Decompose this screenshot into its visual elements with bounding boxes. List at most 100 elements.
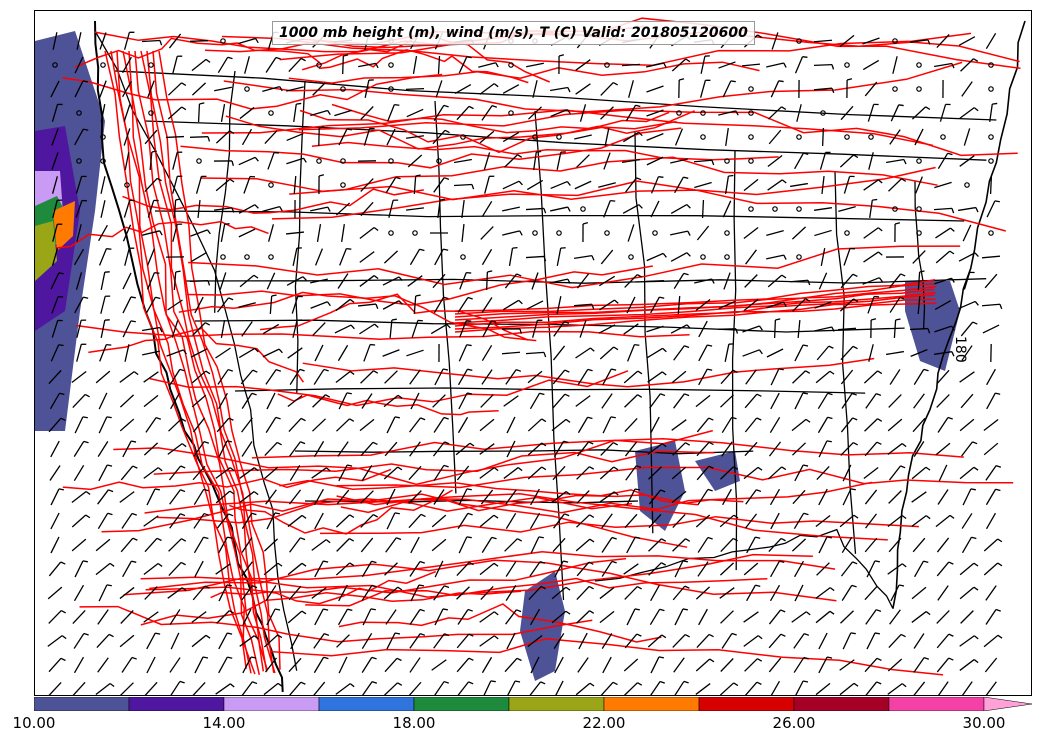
wind-barb	[888, 273, 906, 289]
wind-barb	[47, 586, 63, 600]
wind-barb	[75, 175, 87, 194]
height-contour	[454, 288, 935, 321]
wind-barb	[863, 467, 879, 479]
wind-barb	[744, 417, 762, 433]
wind-barb	[267, 151, 280, 170]
wind-barb	[768, 633, 786, 649]
wind-barb	[95, 370, 111, 384]
wind-barb	[100, 319, 110, 338]
wind-barb	[768, 537, 786, 553]
wind-barb	[598, 275, 616, 287]
wind-barb	[624, 441, 638, 457]
wind-barb	[959, 466, 979, 480]
wind-barb	[124, 152, 130, 170]
wind-barb	[815, 514, 831, 528]
height-contour	[320, 515, 919, 535]
wind-barb	[193, 536, 209, 554]
wind-barb	[410, 536, 420, 554]
wind-barb	[887, 514, 907, 528]
wind-barb	[889, 369, 901, 385]
wind-barb	[839, 514, 859, 528]
wind-barb	[481, 104, 498, 121]
wind-barb	[673, 345, 690, 361]
wind-barb	[123, 31, 135, 50]
wind-barb	[648, 513, 662, 529]
wind-barb	[888, 490, 902, 504]
wind-barb	[194, 656, 209, 674]
wind-barb	[818, 488, 828, 506]
wind-barb	[192, 585, 210, 601]
wind-barb	[695, 394, 711, 408]
height-contour	[279, 17, 1021, 70]
wind-barb	[318, 174, 325, 195]
wind-barb	[262, 348, 283, 358]
wind-barb	[98, 464, 113, 482]
wind-barb	[698, 344, 713, 362]
wind-barb	[817, 392, 833, 410]
calm-wind-marker	[124, 182, 130, 188]
wind-barb	[124, 344, 130, 362]
wind-barb	[693, 159, 715, 166]
wind-barb	[887, 683, 907, 695]
wind-barb	[382, 300, 403, 310]
wind-barb	[76, 224, 82, 242]
wind-barb	[551, 586, 571, 600]
wind-barb	[265, 416, 281, 433]
wind-barb	[386, 416, 400, 434]
wind-barb	[625, 104, 641, 122]
wind-barb	[576, 273, 590, 289]
wind-barb	[649, 608, 665, 626]
wind-barb	[551, 610, 571, 624]
wind-barb	[215, 563, 231, 575]
wind-barb	[933, 207, 955, 214]
wind-barb	[432, 394, 446, 408]
wind-barb	[264, 129, 278, 145]
calm-wind-marker	[796, 38, 802, 44]
wind-barb	[697, 488, 713, 505]
wind-barb	[169, 513, 186, 529]
wind-barb	[864, 585, 878, 601]
wind-barb	[239, 467, 259, 479]
calm-wind-marker	[700, 134, 706, 140]
wind-barb	[743, 466, 763, 480]
wind-barb	[718, 61, 736, 69]
wind-barb	[913, 393, 925, 409]
wind-barb	[695, 683, 711, 695]
wind-barb	[238, 302, 256, 308]
wind-barb	[167, 299, 183, 311]
wind-barb	[143, 371, 159, 383]
wind-barb	[577, 368, 593, 385]
wind-barb	[287, 562, 307, 576]
wind-barb	[722, 488, 732, 506]
wind-barb	[814, 326, 835, 332]
wind-barb	[97, 489, 114, 505]
wind-barb	[575, 59, 591, 71]
wind-barb	[602, 416, 616, 434]
wind-barb	[48, 369, 62, 385]
wind-barb	[893, 318, 901, 339]
wind-barb	[218, 656, 233, 674]
calm-wind-marker	[916, 62, 922, 68]
wind-barb	[554, 560, 569, 578]
wind-barb	[338, 128, 353, 146]
wind-barb	[528, 106, 542, 120]
colorbar	[34, 697, 1033, 711]
wind-barb	[437, 198, 446, 219]
calm-wind-marker	[868, 134, 874, 140]
wind-barb	[147, 80, 155, 98]
wind-barb	[408, 513, 426, 529]
wind-barb	[530, 656, 540, 674]
coastline	[892, 20, 1026, 609]
wind-barb	[793, 656, 809, 673]
wind-barb	[313, 440, 325, 458]
wind-barb	[650, 656, 665, 674]
wind-barb	[241, 537, 253, 553]
wind-barb	[794, 392, 809, 410]
wind-barb	[815, 370, 835, 384]
wind-barb	[191, 82, 207, 96]
calm-wind-marker	[268, 110, 274, 116]
wind-barb	[95, 682, 115, 695]
wind-barb	[600, 106, 614, 120]
wind-barb	[723, 272, 731, 290]
wind-barb	[239, 106, 255, 120]
